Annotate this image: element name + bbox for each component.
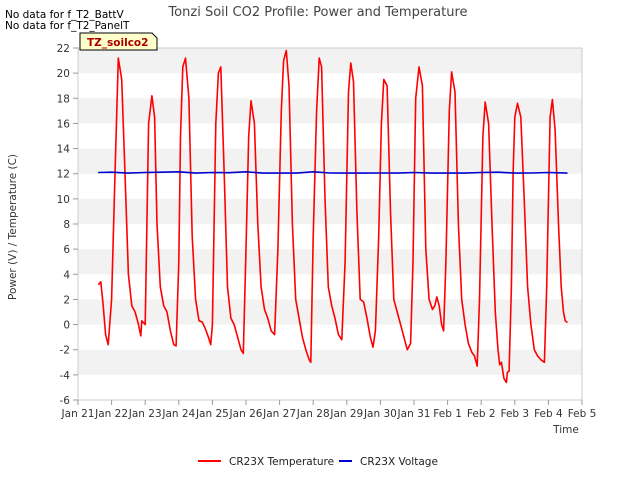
x-axis-title: Time [552, 424, 579, 436]
x-tick-label: Feb 5 [568, 408, 597, 420]
grid-band [78, 148, 582, 174]
legend-label-temperature: CR23X Temperature [229, 456, 334, 468]
x-tick-label: Jan 28 [296, 408, 330, 420]
x-tick-label: Feb 2 [467, 408, 496, 420]
x-ticks-layer: Jan 21 Jan 22 Jan 23 Jan 24 Jan 25 Jan 26 Jan … [61, 400, 597, 420]
y-tick-label: 12 [57, 169, 70, 181]
series-line-voltage [98, 171, 568, 174]
legend: CR23X Temperature CR23X Voltage [198, 456, 438, 468]
grid-band [78, 349, 582, 375]
y-tick-label: 16 [57, 118, 71, 130]
y-tick-label: 0 [63, 320, 70, 332]
grid-band [78, 98, 582, 124]
legend-label-voltage: CR23X Voltage [360, 456, 438, 468]
y-tick-label: -2 [60, 345, 70, 357]
grid-band [78, 249, 582, 275]
y-tick-label: 4 [63, 269, 70, 281]
x-tick-label: Jan 25 [195, 408, 229, 420]
x-tick-label: Jan 27 [262, 408, 296, 420]
station-badge-label: TZ_soilco2 [87, 37, 148, 49]
x-tick-label: Feb 4 [534, 408, 563, 420]
x-tick-label: Feb 1 [433, 408, 462, 420]
y-tick-label: 14 [57, 144, 71, 156]
x-tick-label: Jan 24 [161, 408, 195, 420]
y-tick-label: -4 [60, 370, 71, 382]
plot-bands-layer [78, 48, 582, 375]
grid-band [78, 198, 582, 224]
y-axis-title: Power (V) / Temperature (C) [7, 154, 19, 300]
y-tick-label: 10 [57, 194, 70, 206]
y-tick-label: 22 [57, 43, 70, 55]
y-tick-label: 8 [63, 219, 70, 231]
x-tick-label: Jan 23 [128, 408, 162, 420]
y-tick-label: 6 [63, 244, 70, 256]
grid-band [78, 299, 582, 325]
x-tick-label: Jan 21 [61, 408, 95, 420]
x-tick-label: Jan 26 [229, 408, 263, 420]
y-tick-label: 18 [57, 93, 70, 105]
y-tick-label: 20 [57, 68, 70, 80]
y-tick-label: 2 [63, 294, 70, 306]
x-tick-label: Jan 31 [397, 408, 431, 420]
no-data-note-battv: No data for f_T2_BattV [5, 9, 125, 21]
x-tick-label: Jan 30 [363, 408, 397, 420]
grid-band [78, 48, 582, 74]
series-layer [98, 49, 568, 384]
series-line-temperature [98, 49, 568, 384]
no-data-note-panelt: No data for f_T2_PanelT [5, 20, 130, 32]
chart-title: Tonzi Soil CO2 Profile: Power and Temper… [167, 5, 467, 20]
x-tick-label: Feb 3 [500, 408, 529, 420]
y-tick-label: -6 [60, 395, 71, 407]
station-badge: TZ_soilco2 [79, 32, 158, 51]
x-tick-label: Jan 29 [329, 408, 363, 420]
x-tick-label: Jan 22 [94, 408, 128, 420]
y-ticks-layer: -6 -4 -2 0 2 4 6 8 10 12 14 16 18 20 22 [57, 43, 78, 407]
